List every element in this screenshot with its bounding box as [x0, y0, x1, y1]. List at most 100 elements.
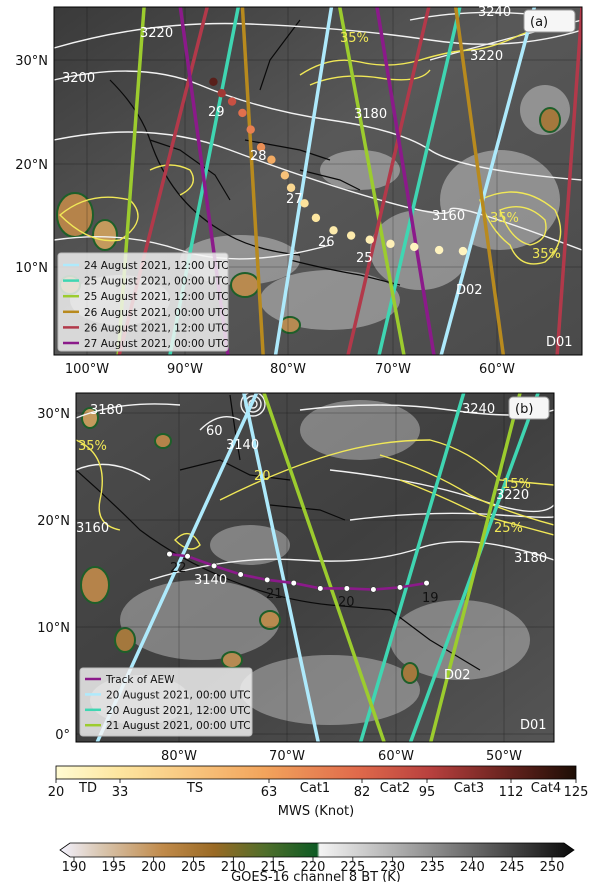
- x-tick-label: 60°W: [378, 749, 414, 764]
- panel-b-y-ticks: 0° 10°N 20°N 30°N: [37, 407, 70, 743]
- track-day-label: 21: [266, 587, 283, 602]
- mws-tick: 95: [419, 785, 436, 800]
- panel-b-x-ticks: 80°W 70°W 60°W 50°W: [161, 749, 522, 764]
- panel-a-humidity-contours: [58, 19, 562, 265]
- contour-label: 3180: [90, 403, 123, 418]
- legend-label: 25 August 2021, 00:00 UTC: [84, 276, 229, 288]
- satellite-swath-a: [375, 7, 436, 355]
- x-tick-label: 90°W: [167, 362, 203, 377]
- aew-track-point: [184, 553, 191, 560]
- mws-colorbar-title: MWS (Knot): [278, 804, 354, 819]
- storm-track-point: [238, 108, 247, 118]
- storm-track-point: [346, 231, 356, 240]
- bt-colorbar-gradient: [59, 842, 575, 858]
- aew-track-point: [317, 585, 324, 592]
- x-tick-label: 80°W: [161, 749, 197, 764]
- domain-label-d01: D01: [520, 718, 547, 733]
- bt-colorbar: 190 195 200 205 210 215 220 225 230 235 240 245 250 …: [59, 842, 575, 882]
- mws-category: Cat2: [380, 781, 410, 796]
- track-day-label: 28: [250, 149, 267, 164]
- track-day-label: 19: [422, 591, 439, 606]
- mws-tick: 125: [564, 785, 589, 800]
- mws-tick: 112: [499, 785, 524, 800]
- legend-entries-b: Track of AEW 20 August 2021, 00:00 UTC 20 …: [85, 674, 251, 732]
- mws-tick: 33: [112, 785, 129, 800]
- panel-a-label-box: [523, 9, 576, 33]
- aew-track-point: [396, 584, 404, 591]
- satellite-swath-a: [555, 7, 582, 355]
- panel-b-label: (b): [515, 402, 533, 417]
- panel-a-legend: 24 August 2021, 12:00 UTC 25 August 2021,…: [57, 252, 229, 352]
- storm-track-point: [209, 77, 218, 86]
- domain-label-d01: D01: [546, 335, 573, 350]
- satellite-swath-a: [439, 7, 537, 355]
- bt-colorbar-tick-labels: 190 195 200 205 210 215 220 225 230 235 240 245 250: [62, 860, 565, 875]
- panel-b-humidity-contours: [76, 439, 554, 550]
- bt-tick-label: 190: [62, 860, 87, 875]
- contour-label: 3140: [226, 438, 259, 453]
- contour-label: 3180: [514, 551, 547, 566]
- mws-tick: 82: [354, 785, 371, 800]
- track-day-label: 26: [318, 235, 335, 250]
- bt-tick-label: 245: [500, 860, 525, 875]
- satellite-swath-b: [358, 393, 466, 742]
- humidity-label: 35%: [532, 247, 561, 262]
- y-tick-label: 0°: [55, 728, 70, 743]
- panel-b-satellite-swaths: [95, 393, 540, 742]
- mws-tick: 20: [48, 785, 65, 800]
- panel-a-y-ticks: 10°N 20°N 30°N: [15, 54, 48, 276]
- panel-b-convection-patches: [80, 407, 419, 684]
- legend-entries-a: 24 August 2021, 12:00 UTC 25 August 2021,…: [63, 260, 229, 350]
- satellite-swath-a: [273, 7, 334, 355]
- satellite-swath-a: [346, 7, 431, 355]
- panel-a-label: (a): [530, 15, 548, 30]
- bt-colorbar-ticks: [73, 857, 553, 861]
- x-tick-label: 50°W: [486, 749, 522, 764]
- humidity-label: 20: [254, 469, 271, 484]
- mws-category: Cat3: [454, 781, 484, 796]
- panel-a-geopotential-contours: [54, 11, 582, 260]
- panel-a-track-labels: 29 28 27 26 25: [208, 105, 373, 266]
- bt-tick-label: 240: [460, 860, 485, 875]
- legend-label: 26 August 2021, 12:00 UTC: [84, 322, 229, 334]
- x-tick-label: 80°W: [270, 362, 306, 377]
- bt-tick-label: 215: [261, 860, 286, 875]
- domain-label-d02: D02: [456, 283, 483, 298]
- bt-colorbar-title: GOES-16 channel 8 BT (K): [231, 870, 401, 882]
- y-tick-label: 20°N: [15, 158, 48, 173]
- contour-label: 3220: [496, 488, 529, 503]
- bt-tick-label: 205: [181, 860, 206, 875]
- satellite-swath-a: [240, 7, 265, 355]
- humidity-label: 35%: [78, 439, 107, 454]
- track-day-label: 22: [170, 561, 187, 576]
- aew-track-point: [370, 586, 377, 593]
- contour-label: 3200: [62, 71, 95, 86]
- y-tick-label: 20°N: [37, 514, 70, 529]
- bt-tick-label: 210: [221, 860, 246, 875]
- legend-label: 24 August 2021, 12:00 UTC: [84, 260, 229, 272]
- storm-track-point: [256, 143, 266, 152]
- legend-label: Track of AEW: [105, 674, 175, 686]
- bt-tick-label: 195: [101, 860, 126, 875]
- track-day-label: 25: [356, 251, 373, 266]
- storm-track-point: [329, 226, 338, 235]
- panel-a-frame: [53, 6, 583, 356]
- contour-label: 3140: [194, 573, 227, 588]
- mws-category: TS: [186, 781, 203, 796]
- aew-track-point: [343, 585, 350, 592]
- aew-track-point: [264, 576, 271, 583]
- storm-track-point: [300, 199, 309, 208]
- storm-track-point: [217, 89, 226, 98]
- bt-tick-label: 225: [340, 860, 365, 875]
- legend-box: [79, 667, 253, 737]
- contour-label: 60: [206, 424, 223, 439]
- contour-label: 3240: [478, 5, 511, 20]
- satellite-swath-a: [338, 7, 406, 355]
- storm-track-point: [458, 246, 468, 256]
- mws-colorbar-ticks: [55, 779, 577, 783]
- humidity-label: 35%: [340, 31, 369, 46]
- panel-a: 3220 3200 3180 3160 3240 3220 3140 35% 3…: [15, 5, 583, 377]
- storm-track-point: [280, 171, 290, 180]
- track-day-label: 20: [338, 595, 355, 610]
- panel-b-frame: [75, 392, 555, 743]
